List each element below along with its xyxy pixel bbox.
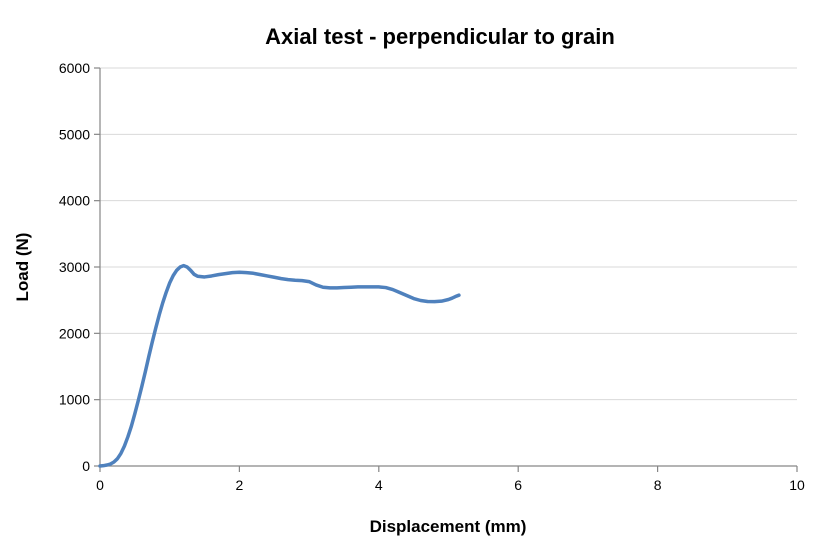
y-tick-label: 2000 xyxy=(59,325,90,341)
data-line xyxy=(98,263,461,468)
data-series xyxy=(98,263,461,468)
chart-title: Axial test - perpendicular to grain xyxy=(265,24,615,49)
x-tick-label: 6 xyxy=(514,477,522,493)
tick-marks xyxy=(94,67,798,472)
x-tick-label: 8 xyxy=(654,477,662,493)
x-tick-label: 4 xyxy=(375,477,383,493)
y-tick-label: 6000 xyxy=(59,60,90,76)
gridlines xyxy=(100,67,797,401)
x-tick-label: 0 xyxy=(96,477,104,493)
y-tick-label: 3000 xyxy=(59,259,90,275)
tick-labels: 0 1000 2000 3000 4000 5000 6000 0 2 4 6 8 10 xyxy=(59,60,805,493)
x-tick-label: 10 xyxy=(789,477,805,493)
x-tick-label: 2 xyxy=(236,477,244,493)
y-tick-label: 5000 xyxy=(59,126,90,142)
y-axis-title: Load (N) xyxy=(13,233,32,302)
y-tick-label: 0 xyxy=(82,458,90,474)
x-axis-title: Displacement (mm) xyxy=(370,517,527,536)
y-tick-label: 1000 xyxy=(59,392,90,408)
y-tick-label: 4000 xyxy=(59,193,90,209)
